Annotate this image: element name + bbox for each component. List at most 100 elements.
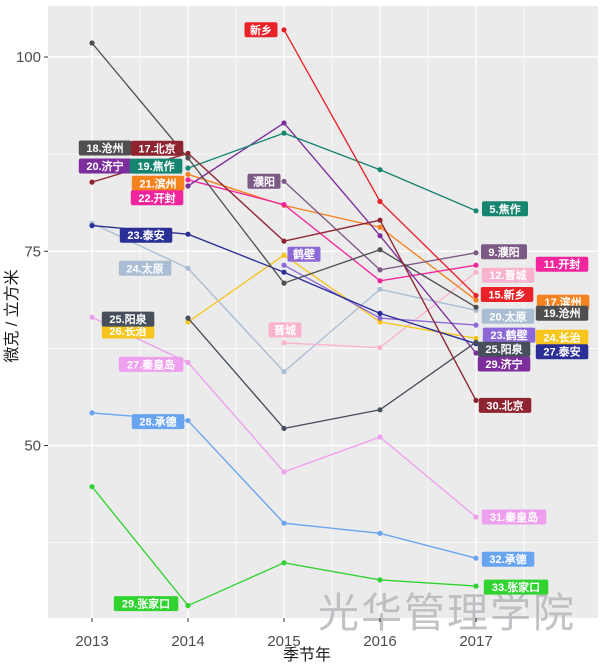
series-xinxiang-point-2016 [377,198,383,205]
series-hebi-point-2015 [281,262,287,268]
label-beijing-start: 17.北京 [130,140,184,156]
y-axis-title: 微克 / 立方米 [3,269,21,362]
city-label-text: 28.承德 [139,415,176,429]
series-chengde-point-2013 [89,410,95,416]
series-beijing-point-2013 [89,179,95,185]
label-cangzhou-end: 19.沧州 [535,305,589,321]
series-chengde-point-2016 [377,530,383,536]
city-label-box [119,227,173,243]
city-label-text: 21.滨州 [139,176,176,190]
series-zhangjiakou-point-2016 [377,577,383,583]
series-qinhuangdao-point-2013 [89,314,95,320]
city-label-box [480,287,534,302]
label-changzhi-start: 26.长治 [101,323,155,339]
series-chengde-point-2017 [473,555,479,561]
series-cangzhou [89,40,479,310]
city-label-text: 31.秦皇岛 [490,510,538,524]
series-kaifeng-point-2017 [473,262,479,268]
series-jiaozuo-point-2017 [473,208,479,214]
axis-ticks: 50 75 100 2013 2014 2015 2016 2017 [16,49,493,650]
city-label-text: 5.焦作 [489,202,520,216]
city-label-text: 濮阳 [253,174,275,188]
label-chengde-end: 32.承德 [481,551,535,567]
label-zhangjiakou-end: 33.张家口 [483,579,549,595]
series-jining-point-2015 [281,120,287,126]
series-xinxiang-point-2015 [281,27,287,33]
series-puyang [281,178,479,273]
series-zhangjiakou-point-2014 [185,603,191,609]
series-binzhou [185,171,479,303]
series-chengde-point-2014 [185,418,191,424]
city-label-text: 晋城 [274,323,296,337]
series-kaifeng-point-2015 [281,202,287,208]
series-taian-point-2016 [377,310,383,316]
city-label-text: 12.晋城 [489,268,526,282]
series-binzhou-line [187,173,477,301]
series-jincheng-point-2016 [377,345,383,351]
city-label-box [78,158,132,174]
series-cangzhou-point-2015 [281,280,287,286]
city-label-text: 32.承德 [489,552,526,566]
label-zhangjiakou-start: 29.张家口 [113,596,179,612]
series-qinhuangdao-point-2016 [377,434,383,440]
series-puyang-point-2015 [281,178,287,184]
series-yangquan-point-2014 [185,315,191,321]
city-label-text: 9.濮阳 [488,245,519,259]
city-label-text: 30.北京 [486,398,523,412]
axis-titles: 季节年 微克 / 立方米 [3,269,331,664]
label-chengde-start: 28.承德 [131,414,185,430]
series-changzhi-point-2017 [473,335,479,341]
city-label-text: 25.阳泉 [109,312,147,326]
series-taian-point-2015 [281,269,287,275]
series-jiaozuo-line [187,132,477,212]
series-changzhi [185,252,479,341]
city-label-box [481,509,547,525]
watermark-text: 光华管理学院 [318,590,576,636]
label-jiaozuo-start: 19.焦作 [129,158,183,174]
city-label-text: 20.太原 [489,309,526,323]
series-jining-point-2014 [185,183,191,189]
series-taian-point-2013 [89,223,95,229]
label-kaifeng-start: 22.开封 [130,190,184,206]
series-taiyuan-point-2016 [377,286,383,292]
x-tick-label: 2013 [75,633,108,650]
series-beijing-point-2016 [377,217,383,223]
city-label-box [481,551,535,567]
city-label-box [535,329,589,345]
city-label-text: 15.新乡 [488,288,525,302]
label-yangquan-end: 25.阳泉 [477,341,531,357]
city-label-text: 29.张家口 [122,597,170,611]
label-jining-end: 29.济宁 [477,356,531,372]
series-changzhi-line [187,254,477,339]
label-qinhuangdao-end: 31.秦皇岛 [481,509,547,525]
city-label-box [129,158,183,174]
series-binzhou-point-2014 [185,171,191,177]
city-label-box [481,308,535,324]
series-yangquan-line [187,317,477,430]
city-label-box [535,256,589,272]
label-taiyuan-end: 20.太原 [481,308,535,324]
series-zhangjiakou-point-2015 [281,560,287,566]
city-label-text: 26.长治 [109,324,146,338]
series-cangzhou-point-2013 [89,40,95,46]
city-label-box [477,341,531,357]
city-label-text: 17.北京 [138,141,175,155]
city-label-box [118,260,172,276]
series-jiaozuo-point-2015 [281,130,287,136]
label-changzhi-end: 24.长治 [535,329,589,345]
city-label-box [535,344,589,360]
city-label-text: 新乡 [250,23,272,37]
city-label-text: 鹤壁 [293,247,315,261]
series-changzhi-point-2014 [185,319,191,325]
x-tick-label: 2017 [459,633,492,650]
city-label-box [244,22,278,38]
series-jiaozuo-point-2016 [377,167,383,173]
city-label-text: 11.开封 [544,257,581,271]
series-puyang-point-2016 [377,267,383,273]
series-xinxiang-point-2017 [473,292,479,299]
city-label-text: 20.济宁 [86,159,123,173]
city-label-box [478,397,532,413]
series-qinhuangdao [89,314,479,520]
label-jincheng-start: 晋城 [268,322,302,338]
